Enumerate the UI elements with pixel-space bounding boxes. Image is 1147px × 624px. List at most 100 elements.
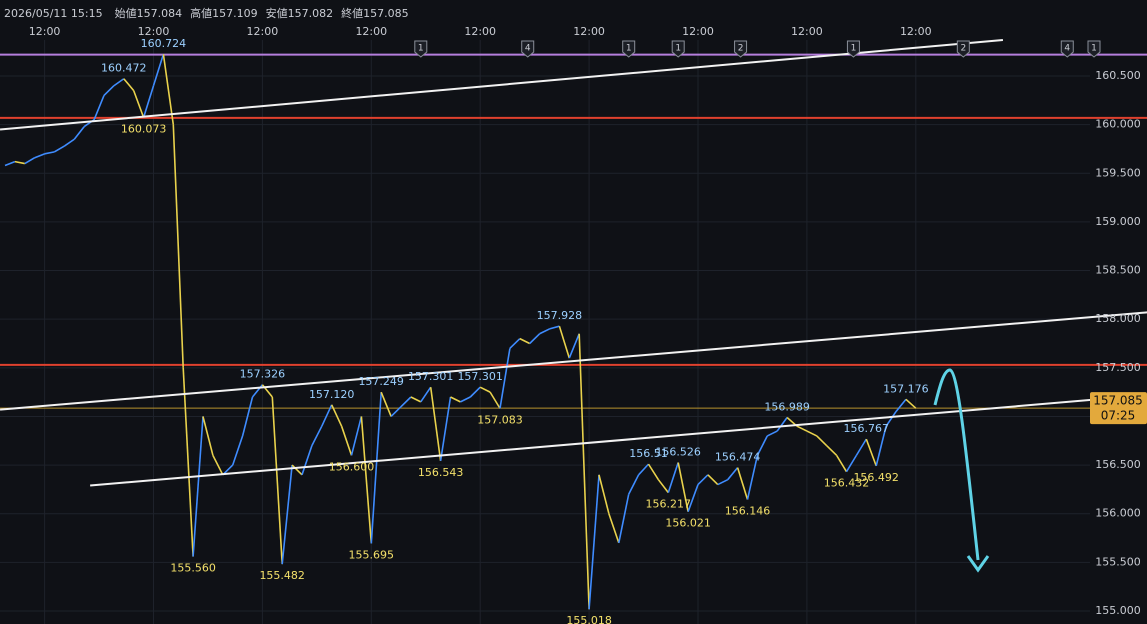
y-tick-label: 159.000	[1095, 215, 1141, 228]
high-label: 156.767	[844, 422, 890, 435]
price-segment	[707, 474, 719, 486]
y-tick-label: 157.500	[1095, 361, 1141, 374]
x-tick-label: 12:00	[138, 25, 170, 38]
price-segment	[568, 333, 580, 359]
price-segment	[93, 95, 105, 121]
low-label: 157.083	[477, 413, 523, 426]
low-label: 156.217	[646, 498, 692, 511]
x-tick-label: 12:00	[682, 25, 714, 38]
event-badge	[734, 40, 748, 58]
event-badge	[956, 40, 970, 58]
high-label: 156.474	[715, 451, 761, 464]
price-segment	[736, 467, 749, 500]
price-segment	[311, 425, 323, 446]
high-label: 160.472	[101, 62, 147, 75]
high-label: 156.51	[629, 447, 668, 460]
ohlc-label: 安値	[266, 6, 288, 20]
price-segment	[321, 404, 333, 427]
low-label: 156.146	[725, 505, 771, 518]
low-label: 156.492	[853, 471, 899, 484]
price-segment	[539, 328, 550, 335]
event-count: 1	[675, 44, 681, 54]
x-tick-label: 12:00	[573, 25, 605, 38]
price-segment	[103, 85, 115, 97]
price-segment	[717, 478, 729, 486]
price-segment	[450, 396, 461, 403]
price-segment	[142, 85, 155, 118]
low-label: 155.695	[349, 548, 395, 561]
low-label: 156.021	[665, 517, 711, 530]
low-label: 156.600	[329, 460, 375, 473]
price-segment	[479, 386, 491, 393]
low-label: 155.482	[259, 569, 305, 582]
forecast-arrow	[933, 368, 980, 561]
event-badge	[1087, 40, 1101, 58]
price-segment	[776, 417, 788, 432]
price-segment	[885, 411, 897, 427]
price-segment	[271, 396, 283, 565]
price-segment	[400, 396, 412, 408]
high-label: 157.301	[408, 370, 454, 383]
price-segment	[509, 338, 521, 349]
high-label: 157.120	[309, 388, 355, 401]
price-segment	[647, 463, 660, 481]
x-tick-label: 12:00	[900, 25, 932, 38]
event-count: 4	[1064, 44, 1070, 54]
header-datetime: 2026/05/11 15:15	[4, 7, 103, 20]
price-segment	[370, 392, 382, 544]
price-segment	[766, 430, 778, 437]
price-segment	[519, 337, 531, 345]
low-label: 156.543	[418, 466, 464, 479]
price-segment	[489, 391, 501, 409]
price-segment	[746, 455, 759, 500]
price-segment	[499, 348, 511, 409]
price-segment	[212, 455, 224, 476]
price-segment	[192, 416, 204, 557]
high-label: 157.301	[457, 370, 503, 383]
high-label: 157.326	[240, 368, 286, 381]
header: 12:00 12:00 12:00 12:00 12:00 12:00 12:00 12:00…	[4, 6, 1101, 58]
price-segment	[469, 386, 481, 398]
price-segment	[816, 435, 828, 447]
price-segment	[627, 474, 640, 495]
trendline	[0, 39, 1004, 131]
low-label: 160.073	[121, 123, 167, 136]
price-segment	[439, 396, 452, 462]
price-segment	[687, 484, 699, 512]
event-badge	[1060, 40, 1074, 58]
price-segment	[241, 396, 254, 437]
price-segment	[202, 416, 214, 456]
ohlc-value: 157.084	[137, 7, 183, 20]
x-tick-label: 12:00	[247, 25, 279, 38]
price-segment	[172, 124, 184, 368]
price-segment	[44, 151, 55, 155]
price-segment	[549, 325, 560, 330]
price-segment	[54, 145, 65, 153]
price-segment	[460, 396, 471, 403]
event-badge	[846, 40, 860, 58]
y-tick-label: 155.000	[1095, 604, 1141, 617]
low-label: 155.018	[566, 614, 612, 624]
trendline	[90, 394, 1147, 487]
price-segment	[657, 479, 669, 494]
x-tick-label: 12:00	[791, 25, 823, 38]
event-count: 2	[738, 44, 744, 54]
price-segment	[73, 126, 85, 140]
price-segment	[845, 454, 858, 473]
price-segment	[162, 54, 175, 125]
price-segment	[865, 438, 877, 467]
price-segment	[390, 406, 402, 418]
ohlc-label: 始値	[115, 6, 137, 20]
price-segment	[677, 462, 689, 512]
x-tick-label: 12:00	[464, 25, 496, 38]
last-price: 157.085	[1093, 394, 1143, 408]
price-segment	[697, 474, 709, 486]
price-segment	[301, 445, 313, 476]
price-segment	[330, 404, 343, 427]
price-segment	[855, 438, 867, 456]
price-segment	[14, 160, 25, 165]
ohlc-value: 157.109	[212, 7, 258, 20]
price-segment	[410, 396, 422, 403]
